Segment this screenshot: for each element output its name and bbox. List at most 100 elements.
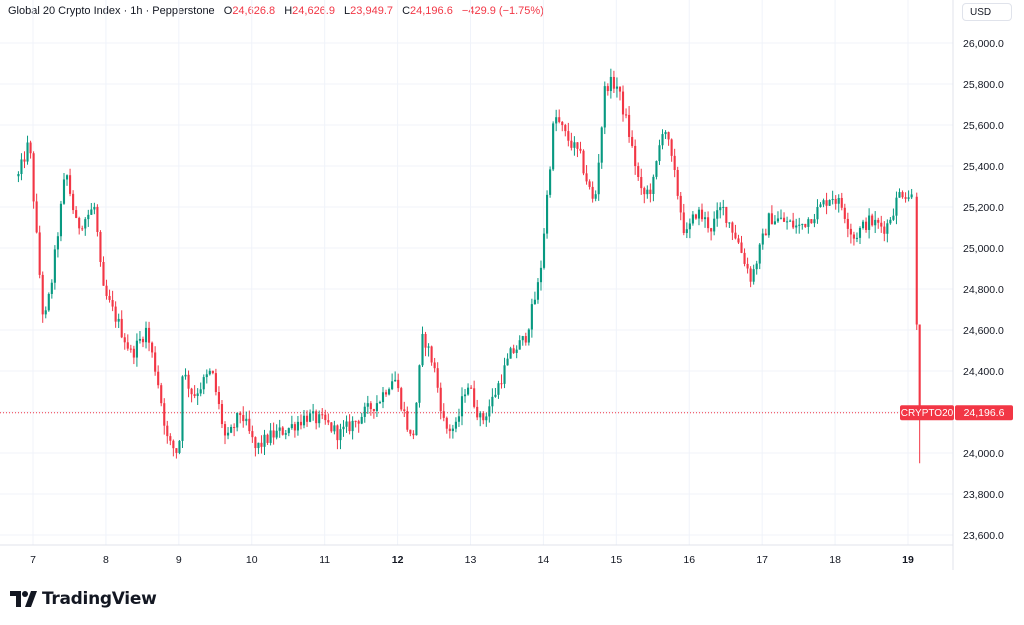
candle-body: [552, 123, 555, 170]
candle-body: [427, 346, 430, 348]
candle-body: [813, 219, 816, 224]
candle-body: [886, 223, 889, 234]
candle-body: [230, 426, 233, 433]
candle-body: [345, 421, 348, 427]
candle-body: [415, 402, 418, 436]
candle-body: [782, 217, 786, 222]
candle-body: [87, 214, 90, 220]
candle-body: [524, 336, 527, 343]
candle-body: [667, 132, 670, 140]
candle-body: [196, 393, 199, 397]
candle-body: [129, 348, 132, 350]
candle-body: [163, 403, 166, 426]
candle-body: [26, 142, 29, 162]
candle-body: [38, 232, 41, 275]
candle-body: [342, 426, 345, 430]
tradingview-logo[interactable]: TradingView: [10, 588, 157, 610]
candle-body: [861, 221, 865, 229]
candle-body: [360, 416, 363, 424]
x-tick-label: 13: [465, 554, 477, 566]
candle-body: [910, 194, 913, 198]
tradingview-logo-icon: [10, 591, 37, 607]
candle-body: [348, 421, 351, 432]
price-tag-bg: [955, 405, 1013, 421]
candle-body: [217, 392, 221, 405]
candle-body: [725, 206, 728, 223]
candle-body: [223, 424, 227, 436]
candle-body: [436, 368, 439, 388]
candle-body: [749, 268, 752, 282]
candle-body: [473, 388, 476, 407]
candle-body: [500, 383, 503, 385]
candle-body: [448, 428, 451, 432]
price-axis[interactable]: 26,000.0 25,800.0 25,600.0 25,400.0 25,200.0…: [963, 38, 1004, 542]
candle-body: [65, 175, 69, 180]
candle-body: [62, 179, 66, 204]
candle-body: [96, 206, 99, 232]
candle-body: [779, 217, 783, 219]
candle-body: [226, 432, 230, 436]
x-tick-label: 19: [902, 554, 914, 566]
candle-body: [585, 173, 588, 182]
candles: [17, 68, 921, 464]
currency-selector[interactable]: USD: [962, 3, 1012, 21]
price-tag: 24,196.6: [964, 407, 1005, 419]
candle-body: [305, 415, 309, 422]
candle-body: [512, 348, 515, 353]
candle-body: [573, 142, 576, 148]
candle-body: [339, 429, 342, 441]
candle-body: [834, 198, 837, 204]
candle-body: [652, 176, 655, 195]
candle-body: [421, 333, 424, 366]
low-value: 23,949.7: [350, 5, 393, 17]
candle-body: [117, 318, 120, 322]
candle-body: [691, 214, 694, 224]
candle-body: [445, 417, 448, 429]
candle-body: [99, 231, 102, 262]
candle-body: [269, 430, 272, 443]
candle-body: [187, 374, 190, 389]
candle-body: [29, 142, 32, 154]
candle-body: [181, 376, 184, 441]
candle-body: [755, 263, 758, 270]
candle-body: [23, 159, 26, 162]
candle-body: [470, 387, 473, 389]
candle-body: [59, 203, 63, 237]
candle-body: [880, 222, 883, 227]
close-value: 24,196.6: [410, 5, 453, 17]
candle-body: [53, 249, 56, 283]
candle-body: [394, 379, 397, 382]
candle-body: [366, 403, 369, 407]
candle-body: [151, 342, 154, 353]
y-tick-label: 25,200.0: [963, 202, 1004, 214]
candle-body: [740, 242, 743, 253]
x-tick-label: 7: [30, 554, 36, 566]
candle-body: [545, 194, 549, 234]
y-tick-label: 23,600.0: [963, 530, 1004, 542]
low-label: L: [344, 5, 351, 17]
candle-body: [363, 406, 366, 417]
candle-body: [509, 348, 512, 359]
candle-body: [549, 169, 552, 195]
candle-body: [287, 428, 290, 434]
candle-body: [539, 267, 543, 283]
grid: [0, 0, 953, 545]
candle-body: [193, 394, 196, 397]
candle-body: [840, 197, 843, 208]
candle-body: [154, 352, 157, 372]
candle-body: [202, 377, 205, 390]
candle-body: [184, 374, 187, 377]
candle-body: [858, 228, 862, 238]
candle-body: [138, 338, 142, 341]
candle-body: [837, 197, 840, 204]
candle-body: [302, 415, 306, 426]
candle-body: [251, 431, 254, 438]
ticker-tag: CRYPTO20: [901, 408, 954, 419]
candle-body: [69, 175, 72, 194]
candle-body: [570, 140, 573, 148]
time-axis[interactable]: 7 8 9 10 11 12 13 14 15 16 17 18 19: [30, 554, 914, 566]
x-tick-label: 16: [683, 554, 695, 566]
candle-body: [123, 337, 126, 343]
candle-body: [871, 215, 874, 226]
